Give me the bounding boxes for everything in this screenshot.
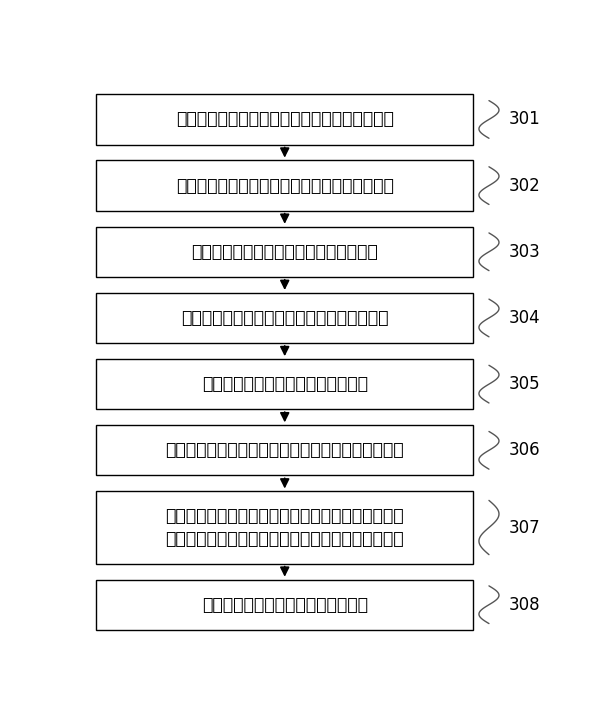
FancyBboxPatch shape [96,359,474,409]
Text: 对第一探测光和第三探测光进行零差探测，以及对第
二探测光和第四探测光进行零差探测，获取探测结果: 对第一探测光和第三探测光进行零差探测，以及对第 二探测光和第四探测光进行零差探测… [165,507,404,549]
Text: 308: 308 [508,596,540,614]
Text: 305: 305 [508,375,540,393]
Text: 将第一合束光分束为第一探测光和第二探测光: 将第一合束光分束为第一探测光和第二探测光 [181,309,388,327]
Text: 307: 307 [508,518,540,536]
FancyBboxPatch shape [96,227,474,277]
Text: 301: 301 [508,110,540,128]
Text: 合束第一分束光和第二分束光，生成第一合束光: 合束第一分束光和第二分束光，生成第一合束光 [175,176,394,194]
FancyBboxPatch shape [96,95,474,145]
Text: 根据预设偏振值，校准第一合束光的偏振: 根据预设偏振值，校准第一合束光的偏振 [191,243,378,261]
Text: 304: 304 [508,309,540,327]
Text: 将接收到的量子光分为第一分束光和第二分束光: 将接收到的量子光分为第一分束光和第二分束光 [175,110,394,128]
FancyBboxPatch shape [96,161,474,211]
FancyBboxPatch shape [96,425,474,475]
Text: 302: 302 [508,176,540,194]
Text: 303: 303 [508,243,540,261]
FancyBboxPatch shape [96,579,474,630]
FancyBboxPatch shape [96,491,474,564]
Text: 根据探测结果，获取量子光的量子态: 根据探测结果，获取量子光的量子态 [202,596,368,614]
FancyBboxPatch shape [96,293,474,343]
Text: 将本振光分束为偏振正交的第三探测光和第四探测光: 将本振光分束为偏振正交的第三探测光和第四探测光 [165,442,404,460]
Text: 306: 306 [508,442,540,460]
Text: 根据预设相位值，调制本振光的相位: 根据预设相位值，调制本振光的相位 [202,375,368,393]
